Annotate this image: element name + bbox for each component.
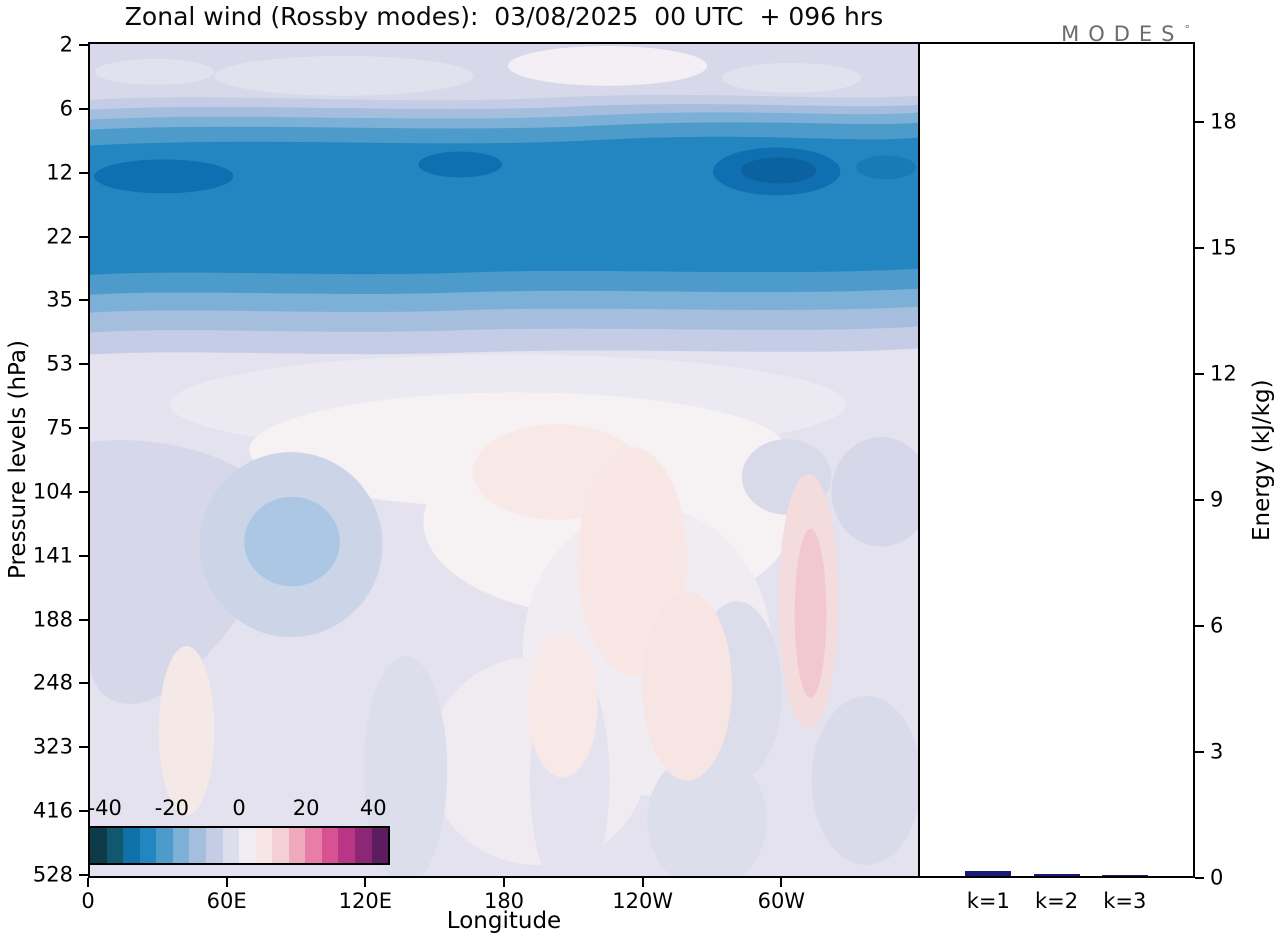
pressure-tick-label: 104 (32, 479, 73, 504)
colorbar-tick-label: -20 (154, 796, 190, 820)
longitude-tick-label: 60W (757, 889, 806, 913)
x-axis-label-longitude: Longitude (446, 908, 562, 934)
pressure-tick-mark (79, 44, 88, 46)
colorbar-cell (239, 828, 256, 863)
pressure-tick-mark (79, 363, 88, 366)
energy-panel (918, 42, 1195, 878)
pressure-tick-label: 75 (46, 415, 73, 440)
colorbar-tick-labels: -40 -20 0 20 40 (88, 796, 390, 822)
energy-bar-k3 (1101, 875, 1148, 876)
pressure-tick-mark (79, 299, 88, 302)
energy-tick-mark (1195, 751, 1204, 753)
colorbar-cell (288, 828, 306, 863)
pressure-tick-label: 528 (32, 862, 73, 887)
energy-tick-label: 12 (1210, 361, 1237, 386)
energy-tick-label: 9 (1210, 487, 1224, 512)
energy-tick-mark (1195, 121, 1204, 123)
energy-bar-k1 (965, 870, 1012, 876)
energy-tick-mark (1195, 625, 1204, 627)
energy-tick-mark (1195, 499, 1204, 501)
chart-title: Zonal wind (Rossby modes): 03/08/2025 00… (124, 2, 884, 31)
energy-category-label: k=2 (1034, 889, 1079, 913)
contour-field-svg (90, 44, 918, 876)
pressure-tick-label: 141 (32, 543, 73, 568)
pressure-tick-label: 35 (46, 287, 73, 312)
longitude-tick-label: 0 (81, 889, 95, 913)
longitude-tick-label: 180 (483, 889, 525, 913)
pressure-tick-mark (79, 490, 88, 493)
modes-logo-mark: ° (1184, 23, 1191, 36)
pressure-tick-label: 323 (32, 734, 73, 759)
colorbar-cell (156, 828, 173, 863)
energy-axis: 0 3 6 9 12 15 18 (1195, 42, 1280, 890)
colorbar-cell (139, 828, 157, 863)
colorbar-cell (355, 828, 372, 863)
pressure-tick-label: 22 (46, 224, 73, 249)
pressure-tick-label: 12 (46, 160, 73, 185)
energy-tick-label: 18 (1210, 109, 1237, 134)
colorbar-tick-label: 0 (232, 796, 246, 820)
longitude-tick-mark (225, 878, 228, 887)
pressure-tick-mark (79, 874, 88, 876)
longitude-tick-label: 120W (612, 889, 674, 913)
colorbar-cell (255, 828, 273, 863)
colorbar (88, 826, 390, 865)
energy-tick-label: 6 (1210, 613, 1224, 638)
energy-tick-mark (1195, 373, 1204, 375)
longitude-axis: 0 60E 120E 180 120W 60W (81, 878, 920, 922)
colorbar-cell (321, 828, 339, 863)
energy-tick-label: 0 (1210, 865, 1224, 890)
pressure-tick-label: 6 (59, 96, 73, 121)
colorbar-tick-label: 20 (292, 796, 320, 820)
stratospheric-band-region (90, 44, 918, 355)
pressure-axis: 2 6 12 22 35 53 75 104 141 188 248 323 416 528 (0, 33, 88, 887)
contour-plot (88, 42, 920, 878)
longitude-tick-mark (641, 878, 644, 887)
pressure-tick-mark (79, 554, 88, 557)
pressure-tick-label: 188 (32, 607, 73, 632)
pressure-tick-label: 416 (32, 798, 73, 823)
colorbar-cell (90, 828, 107, 863)
pressure-tick-mark (79, 235, 88, 238)
colorbar-cell (338, 828, 355, 863)
longitude-tick-mark (503, 878, 505, 887)
pressure-tick-mark (79, 107, 88, 110)
pressure-tick-label: 53 (46, 351, 73, 376)
pressure-tick-label: 2 (59, 32, 73, 57)
energy-tick-mark (1195, 247, 1204, 249)
energy-tick-label: 3 (1210, 739, 1224, 764)
y-axis-label-energy: Energy (kJ/kg) (1249, 379, 1275, 541)
colorbar-tick-label: -40 (87, 796, 122, 820)
energy-category-label: k=1 (966, 889, 1010, 913)
pressure-tick-mark (79, 746, 88, 749)
energy-tick-mark (1195, 877, 1204, 879)
colorbar-cell (106, 828, 124, 863)
longitude-tick-label: 60E (206, 889, 247, 913)
energy-category-labels: k=1 k=2 k=3 (918, 878, 1195, 918)
pressure-tick-mark (79, 427, 88, 430)
energy-bar-k2 (1033, 874, 1080, 876)
longitude-tick-label: 120E (338, 889, 393, 913)
pressure-tick-mark (79, 682, 88, 685)
longitude-tick-mark (87, 878, 89, 887)
colorbar-cell (172, 828, 190, 863)
pressure-tick-mark (79, 810, 88, 813)
energy-category-label: k=3 (1103, 889, 1147, 913)
pressure-tick-mark (79, 171, 88, 174)
colorbar-cell (189, 828, 206, 863)
colorbar-tick-label: 40 (359, 796, 387, 820)
colorbar-cell (222, 828, 240, 863)
longitude-tick-mark (780, 878, 783, 887)
longitude-tick-mark (364, 878, 367, 887)
energy-tick-label: 15 (1210, 235, 1237, 260)
pressure-tick-label: 248 (32, 670, 73, 695)
colorbar-cell (272, 828, 289, 863)
colorbar-cell (123, 828, 140, 863)
pressure-tick-mark (79, 618, 88, 621)
colorbar-cell (205, 828, 223, 863)
colorbar-cell (305, 828, 322, 863)
colorbar-cell (371, 828, 389, 863)
tropospheric-field-region (90, 354, 918, 876)
